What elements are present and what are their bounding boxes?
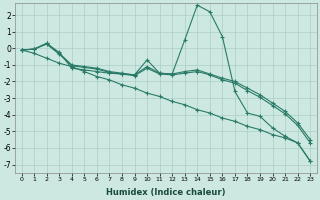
X-axis label: Humidex (Indice chaleur): Humidex (Indice chaleur) bbox=[106, 188, 226, 197]
